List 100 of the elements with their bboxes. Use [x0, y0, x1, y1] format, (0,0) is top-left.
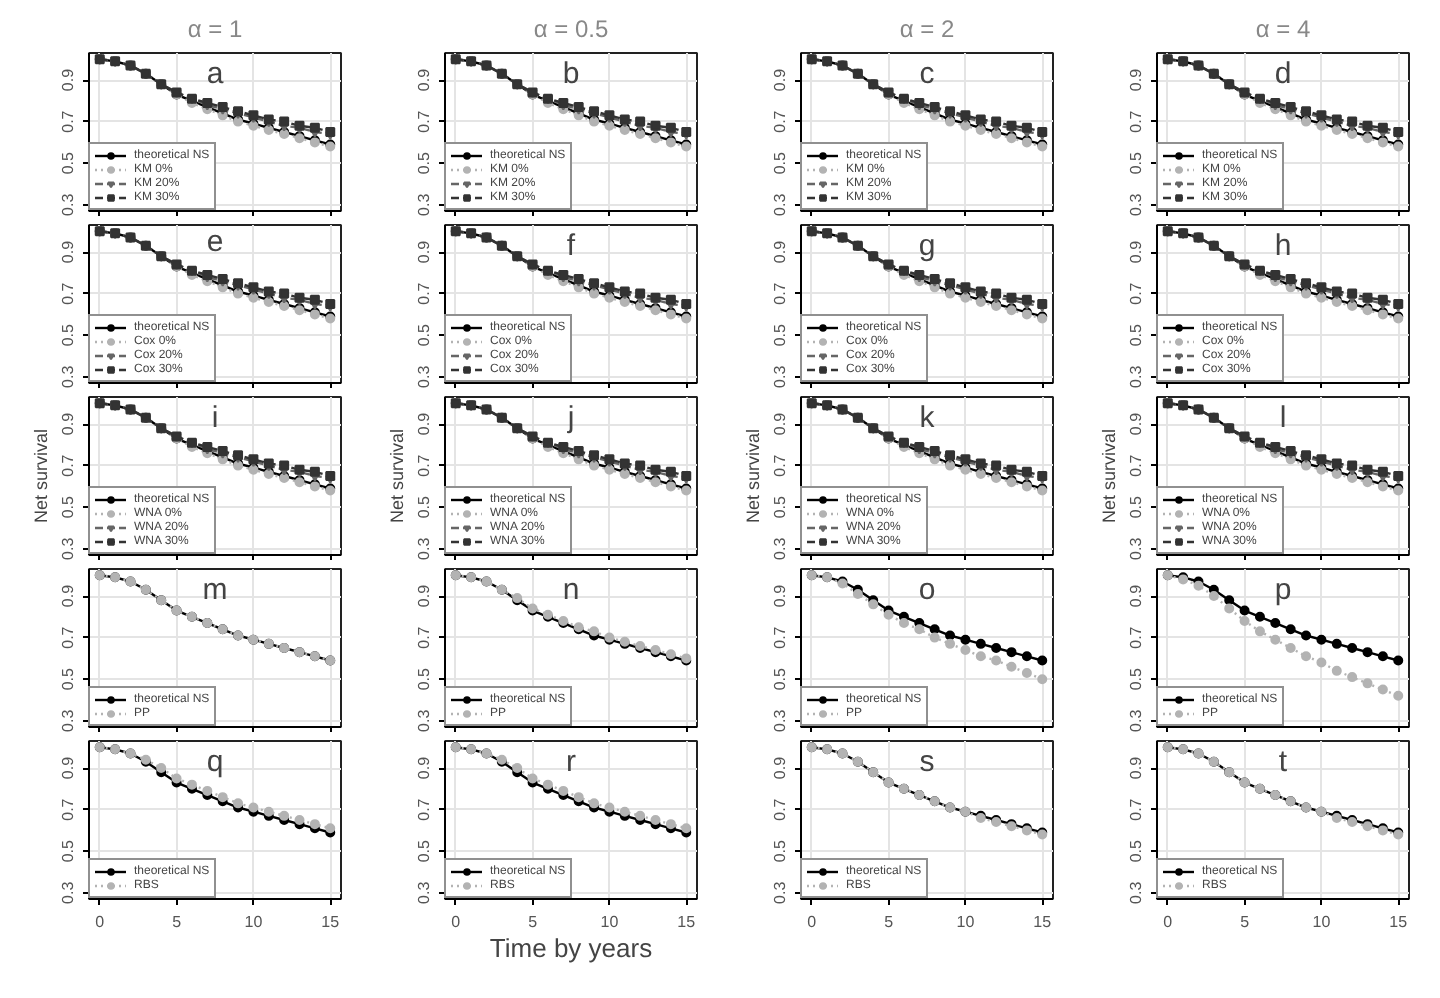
annotation: e	[206, 225, 224, 259]
y-tick-label: 0.7	[415, 281, 433, 305]
y-tick-label: 0.9	[415, 67, 433, 92]
chart-title: α = 4	[1255, 15, 1311, 43]
annotation: m	[202, 573, 228, 607]
y-tick-label: 0.3	[415, 192, 433, 216]
y-tick-label: 0.3	[771, 708, 789, 732]
y-tick-label: 0.3	[1127, 708, 1145, 732]
annotation: a	[206, 57, 225, 91]
y-tick-label: 0.3	[415, 708, 433, 732]
x-tick-label: 5	[884, 913, 895, 931]
annotation: r	[566, 745, 576, 779]
y-tick-label: 0.7	[59, 281, 77, 305]
y-tick-label: 0.3	[1127, 192, 1145, 216]
y-tick-label: 0.3	[59, 364, 77, 388]
y-tick-label: 0.5	[59, 322, 77, 347]
x-tick-label: 10	[956, 913, 976, 931]
annotation: l	[1279, 401, 1287, 435]
y-tick-label: 0.7	[415, 453, 433, 477]
y-axis-title: Net survival	[1099, 428, 1119, 524]
y-tick-label: 0.9	[415, 755, 433, 780]
y-tick-label: 0.5	[59, 150, 77, 175]
y-tick-label: 0.7	[415, 625, 433, 649]
x-tick-label: 15	[677, 913, 697, 931]
annotation: i	[211, 401, 219, 435]
y-tick-label: 0.5	[1127, 838, 1145, 863]
y-tick-label: 0.5	[1127, 322, 1145, 347]
y-tick-label: 0.7	[59, 453, 77, 477]
x-tick-label: 10	[600, 913, 620, 931]
y-tick-label: 0.9	[771, 411, 789, 436]
y-tick-label: 0.7	[59, 797, 77, 821]
y-tick-label: 0.5	[1127, 666, 1145, 691]
y-tick-label: 0.7	[59, 109, 77, 133]
y-tick-label: 0.9	[771, 755, 789, 780]
chart-title: α = 1	[187, 15, 243, 43]
y-tick-label: 0.9	[59, 755, 77, 780]
y-tick-label: 0.3	[771, 192, 789, 216]
x-tick-label: 0	[1163, 913, 1174, 931]
y-tick-label: 0.9	[1127, 755, 1145, 780]
y-axis-title: Net survival	[743, 428, 763, 524]
y-tick-label: 0.5	[1127, 494, 1145, 519]
y-tick-label: 0.3	[1127, 536, 1145, 560]
y-axis-title: Net survival	[31, 428, 51, 524]
y-tick-label: 0.5	[415, 838, 433, 863]
y-tick-label: 0.9	[1127, 67, 1145, 92]
y-tick-label: 0.3	[771, 536, 789, 560]
y-tick-label: 0.7	[415, 797, 433, 821]
y-tick-label: 0.7	[1127, 109, 1145, 133]
x-tick-label: 15	[1033, 913, 1053, 931]
y-tick-label: 0.5	[415, 322, 433, 347]
y-tick-label: 0.5	[59, 666, 77, 691]
y-tick-label: 0.5	[771, 494, 789, 519]
y-tick-label: 0.7	[1127, 281, 1145, 305]
y-tick-label: 0.5	[415, 150, 433, 175]
y-tick-label: 0.9	[59, 67, 77, 92]
x-tick-label: 5	[172, 913, 183, 931]
y-tick-label: 0.9	[1127, 411, 1145, 436]
x-tick-label: 5	[528, 913, 539, 931]
annotation: o	[918, 573, 936, 607]
annotation: h	[1274, 229, 1292, 263]
y-tick-label: 0.9	[59, 239, 77, 264]
y-tick-label: 0.9	[1127, 239, 1145, 264]
y-tick-label: 0.5	[59, 838, 77, 863]
y-tick-label: 0.9	[415, 583, 433, 608]
x-tick-label: 15	[321, 913, 341, 931]
y-tick-label: 0.7	[771, 109, 789, 133]
y-tick-label: 0.9	[59, 583, 77, 608]
annotation: p	[1274, 573, 1292, 607]
chart-title: α = 0.5	[533, 15, 609, 43]
annotation: t	[1278, 745, 1289, 779]
y-tick-label: 0.3	[59, 536, 77, 560]
annotation: f	[566, 229, 577, 263]
annotation: q	[206, 745, 224, 779]
annotation: g	[918, 229, 936, 263]
y-tick-label: 0.7	[415, 109, 433, 133]
y-tick-label: 0.7	[771, 453, 789, 477]
annotation: b	[562, 57, 580, 91]
annotation: c	[919, 57, 936, 91]
x-tick-label: 0	[451, 913, 462, 931]
x-axis-title: Time by years	[489, 933, 654, 963]
y-tick-label: 0.3	[415, 880, 433, 904]
y-tick-label: 0.3	[1127, 880, 1145, 904]
y-tick-label: 0.5	[771, 666, 789, 691]
x-tick-label: 0	[807, 913, 818, 931]
y-tick-label: 0.3	[59, 708, 77, 732]
x-tick-label: 15	[1389, 913, 1409, 931]
y-tick-label: 0.9	[771, 67, 789, 92]
y-tick-label: 0.3	[1127, 364, 1145, 388]
y-tick-label: 0.9	[771, 239, 789, 264]
y-tick-label: 0.3	[771, 880, 789, 904]
y-tick-label: 0.9	[771, 583, 789, 608]
y-tick-label: 0.7	[771, 797, 789, 821]
x-tick-label: 10	[1312, 913, 1332, 931]
y-tick-label: 0.5	[771, 838, 789, 863]
annotation: k	[919, 401, 936, 435]
x-tick-label: 5	[1240, 913, 1251, 931]
y-tick-label: 0.7	[771, 281, 789, 305]
x-tick-label: 0	[95, 913, 106, 931]
y-tick-label: 0.3	[415, 364, 433, 388]
y-tick-label: 0.9	[1127, 583, 1145, 608]
